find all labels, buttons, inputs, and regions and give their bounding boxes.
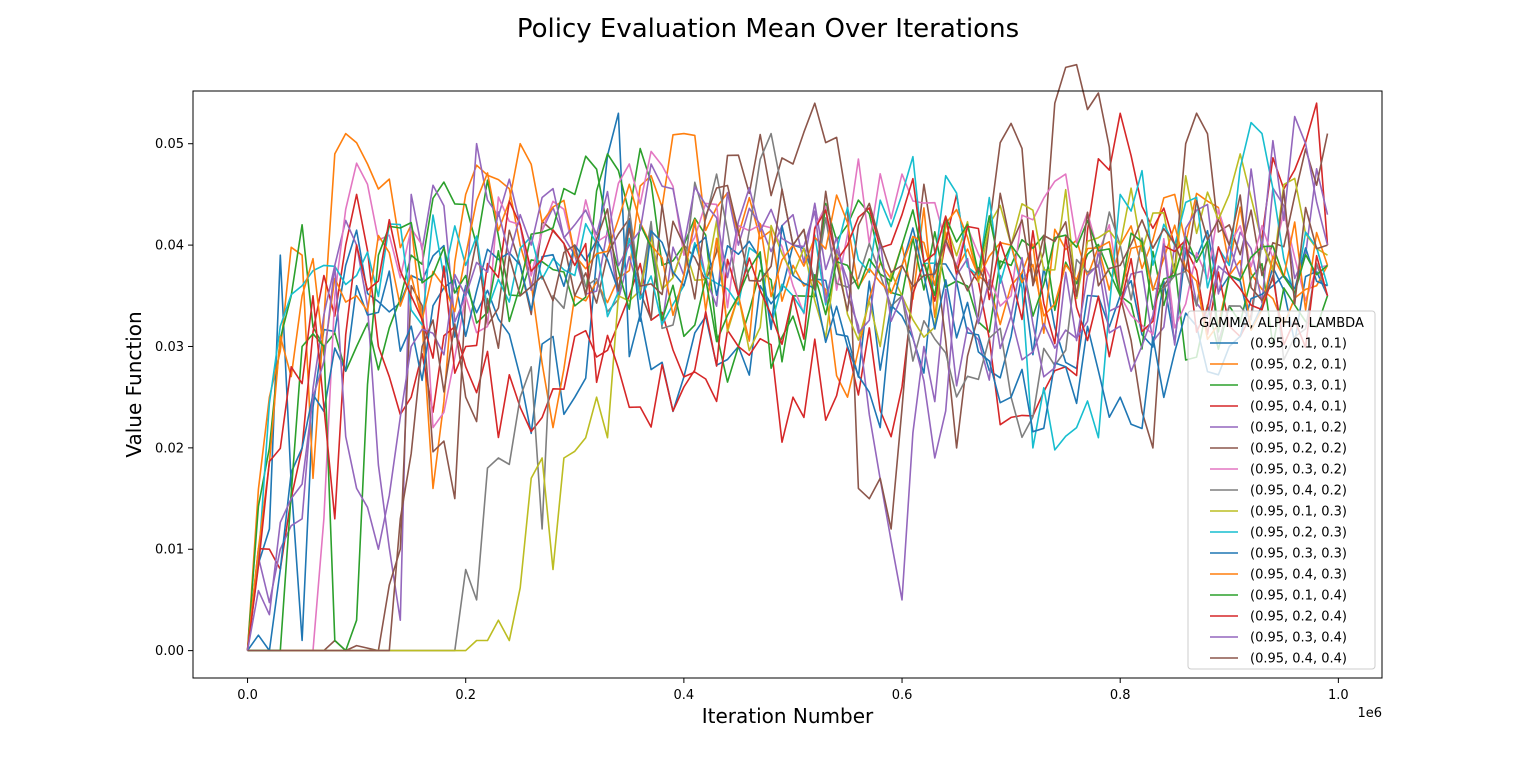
series-line	[246, 132, 1329, 651]
legend-entry: (0.95, 0.1, 0.1)	[1250, 337, 1347, 352]
legend-title: GAMMA, ALPHA, LAMBDA	[1199, 316, 1364, 331]
plot-frame	[192, 90, 1383, 679]
x-axis-title: Iteration Number	[702, 704, 874, 728]
series-line	[246, 121, 1329, 651]
y-axis: 0.00 0.01 0.02 0.03 0.04 0.05	[155, 137, 193, 659]
x-tick-label: 0.8	[1110, 688, 1131, 703]
legend-entry: (0.95, 0.4, 0.1)	[1250, 400, 1347, 415]
legend-entry: (0.95, 0.3, 0.2)	[1250, 463, 1347, 478]
series-line	[246, 147, 1329, 651]
x-tick-label: 1.0	[1328, 688, 1349, 703]
series-line	[246, 112, 1329, 651]
series-line	[247, 63, 1329, 652]
y-tick-label: 0.04	[155, 239, 184, 254]
legend-frame	[1187, 310, 1376, 670]
legend-items: (0.95, 0.1, 0.1) (0.95, 0.2, 0.1) (0.95, 0…	[1210, 337, 1347, 667]
legend-entry: (0.95, 0.3, 0.3)	[1250, 547, 1347, 562]
legend-entry: (0.95, 0.1, 0.3)	[1250, 505, 1347, 520]
legend-entry: (0.95, 0.4, 0.2)	[1250, 484, 1347, 499]
x-axis: 0.0 0.2 0.4 0.6 0.8 1.0	[237, 678, 1349, 703]
legend-entry: (0.95, 0.1, 0.4)	[1250, 589, 1347, 604]
y-tick-label: 0.02	[155, 441, 184, 456]
legend-entry: (0.95, 0.2, 0.4)	[1250, 610, 1347, 625]
x-axis-offset-label: 1e6	[1357, 706, 1382, 721]
y-axis-title: Value Function	[122, 311, 146, 457]
y-tick-label: 0.00	[155, 644, 184, 659]
series-line	[246, 177, 1329, 651]
legend-entry: (0.95, 0.3, 0.4)	[1250, 631, 1347, 646]
legend-entry: (0.95, 0.4, 0.4)	[1250, 652, 1347, 667]
y-tick-label: 0.05	[155, 137, 184, 152]
legend-entry: (0.95, 0.2, 0.2)	[1250, 442, 1347, 457]
legend: GAMMA, ALPHA, LAMBDA (0.95, 0.1, 0.1)(0.…	[1187, 310, 1376, 670]
x-tick-label: 0.4	[674, 688, 695, 703]
plot-lines	[246, 63, 1329, 652]
legend-entry: (0.95, 0.1, 0.2)	[1250, 421, 1347, 436]
x-tick-label: 0.6	[892, 688, 913, 703]
series-line	[247, 155, 1329, 652]
legend-entry: (0.95, 0.4, 0.3)	[1250, 568, 1347, 583]
series-line	[246, 142, 1329, 651]
series-line	[246, 220, 1328, 652]
series-line	[247, 184, 1328, 652]
y-tick-label: 0.01	[155, 543, 184, 558]
x-tick-label: 0.0	[237, 688, 258, 703]
series-line	[246, 102, 1329, 651]
x-tick-label: 0.2	[455, 688, 476, 703]
y-tick-label: 0.03	[155, 340, 184, 355]
legend-entry: (0.95, 0.2, 0.1)	[1250, 358, 1347, 373]
chart-title: Policy Evaluation Mean Over Iterations	[517, 14, 1019, 44]
legend-entry: (0.95, 0.3, 0.1)	[1250, 379, 1347, 394]
legend-entry: (0.95, 0.2, 0.3)	[1250, 526, 1347, 541]
